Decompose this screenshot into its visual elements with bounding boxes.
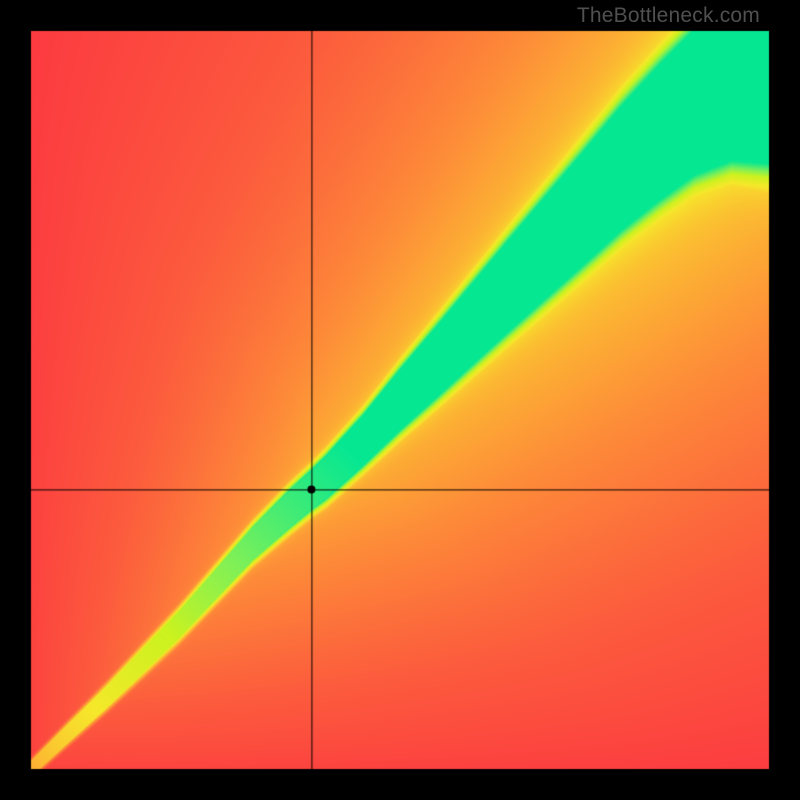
watermark-text: TheBottleneck.com [577,4,760,28]
chart-container: TheBottleneck.com [0,0,800,800]
heatmap-canvas [0,0,800,800]
